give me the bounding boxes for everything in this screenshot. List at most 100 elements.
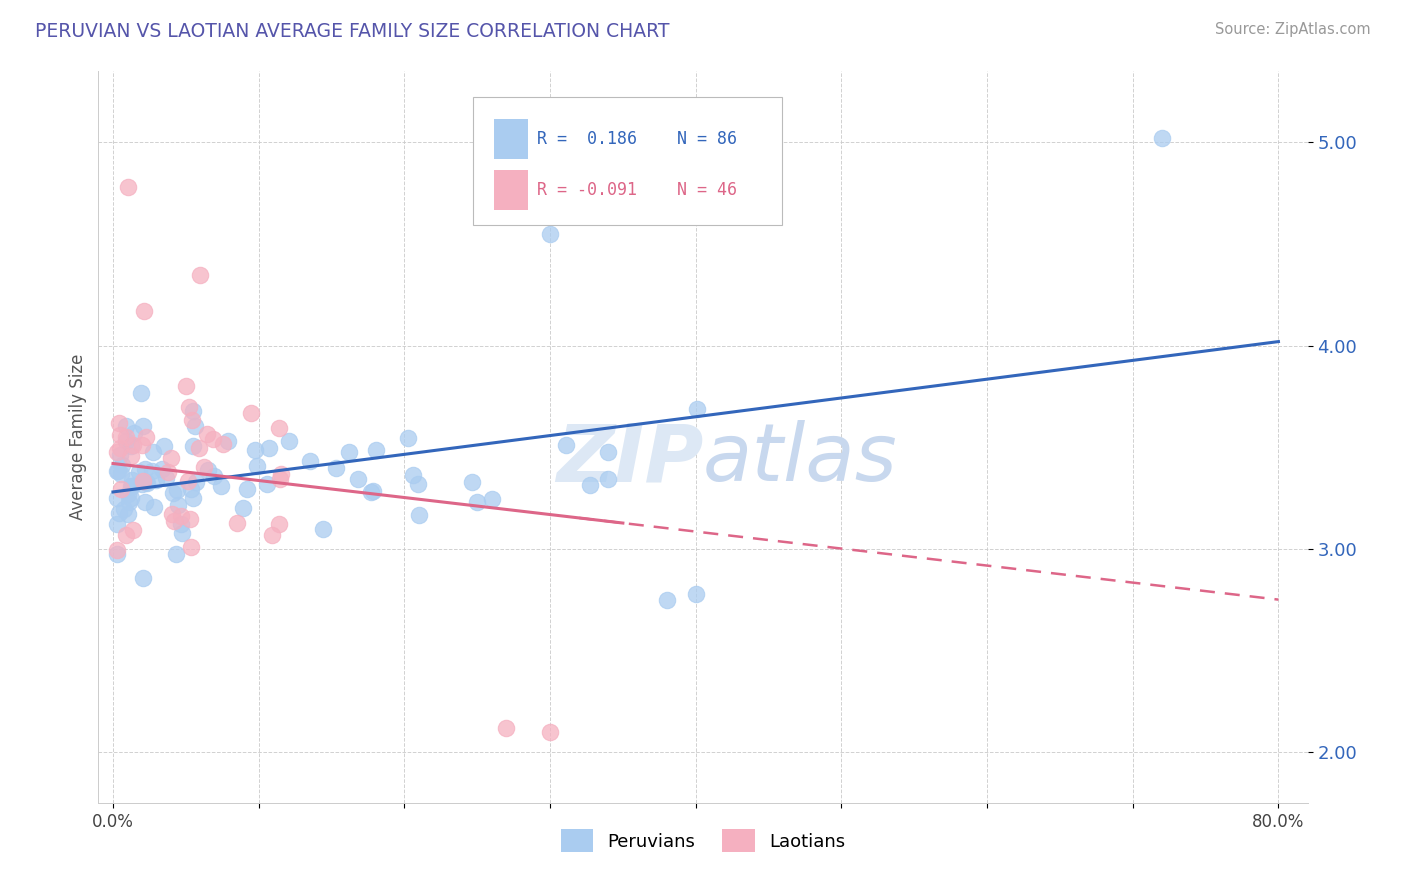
Point — [145, 473, 167, 487]
Point — [243, 443, 266, 458]
Point — [105, 491, 128, 505]
Point — [232, 500, 254, 515]
Point — [122, 426, 145, 441]
Point — [110, 467, 132, 481]
Point — [197, 463, 219, 477]
Point — [538, 227, 561, 241]
Point — [132, 571, 155, 585]
Point — [225, 516, 247, 530]
Point — [184, 419, 207, 434]
Point — [298, 454, 321, 468]
Point — [142, 445, 165, 459]
Point — [134, 304, 156, 318]
Point — [131, 438, 153, 452]
Point — [170, 509, 193, 524]
Point — [181, 404, 204, 418]
Point — [108, 448, 131, 462]
Point — [136, 476, 159, 491]
Point — [1150, 131, 1173, 145]
Point — [180, 541, 202, 555]
Point — [108, 506, 131, 520]
Point — [408, 508, 430, 522]
Point — [143, 500, 166, 514]
Point — [179, 512, 201, 526]
Point — [141, 464, 163, 478]
Point — [655, 592, 678, 607]
Legend: Peruvians, Laotians: Peruvians, Laotians — [554, 822, 852, 860]
Point — [217, 434, 239, 449]
Point — [364, 443, 387, 458]
Point — [105, 543, 128, 558]
Point — [408, 476, 430, 491]
Point — [105, 547, 128, 561]
Point — [325, 461, 347, 475]
Text: atlas: atlas — [703, 420, 898, 498]
Point — [114, 528, 136, 542]
Point — [174, 379, 197, 393]
Point — [360, 485, 382, 500]
Point — [267, 421, 290, 435]
Point — [554, 438, 576, 452]
Point — [193, 459, 215, 474]
FancyBboxPatch shape — [474, 97, 782, 225]
Point — [246, 458, 269, 473]
Point — [112, 502, 135, 516]
Point — [495, 721, 517, 735]
Point — [269, 472, 291, 486]
Point — [132, 474, 155, 488]
Text: PERUVIAN VS LAOTIAN AVERAGE FAMILY SIZE CORRELATION CHART: PERUVIAN VS LAOTIAN AVERAGE FAMILY SIZE … — [35, 22, 669, 41]
Point — [122, 438, 145, 452]
Point — [465, 495, 488, 509]
Point — [121, 479, 143, 493]
FancyBboxPatch shape — [494, 170, 527, 211]
Point — [396, 431, 419, 445]
Point — [312, 522, 335, 536]
Point — [118, 495, 141, 509]
Point — [481, 492, 503, 507]
Point — [361, 484, 384, 499]
Point — [105, 444, 128, 458]
Point — [578, 477, 600, 491]
Point — [120, 439, 142, 453]
Point — [596, 444, 619, 458]
Point — [117, 180, 139, 194]
Point — [277, 434, 299, 448]
Point — [156, 465, 179, 479]
Point — [187, 441, 209, 455]
Point — [108, 427, 131, 442]
Point — [162, 486, 184, 500]
Point — [120, 479, 142, 493]
Point — [152, 439, 174, 453]
Point — [538, 724, 561, 739]
Point — [257, 441, 280, 455]
Point — [170, 516, 193, 531]
Text: R =  0.186    N = 86: R = 0.186 N = 86 — [537, 130, 737, 148]
Text: R = -0.091    N = 46: R = -0.091 N = 46 — [537, 181, 737, 199]
Point — [129, 385, 152, 400]
Point — [105, 464, 128, 478]
Point — [110, 483, 132, 497]
Point — [402, 467, 425, 482]
Point — [121, 473, 143, 487]
Point — [121, 523, 143, 537]
Point — [108, 417, 131, 431]
Point — [190, 268, 212, 282]
Point — [181, 439, 204, 453]
Point — [114, 430, 136, 444]
Point — [105, 517, 128, 532]
Point — [160, 507, 183, 521]
Point — [131, 476, 153, 491]
Point — [111, 458, 134, 472]
Point — [202, 469, 225, 483]
Point — [256, 477, 278, 491]
Point — [115, 419, 138, 434]
Point — [108, 442, 131, 456]
Point — [172, 525, 194, 540]
Point — [165, 547, 187, 561]
Point — [460, 475, 482, 489]
Point — [134, 462, 156, 476]
Point — [685, 402, 707, 417]
Y-axis label: Average Family Size: Average Family Size — [69, 354, 87, 520]
Point — [152, 461, 174, 475]
Point — [270, 467, 292, 482]
